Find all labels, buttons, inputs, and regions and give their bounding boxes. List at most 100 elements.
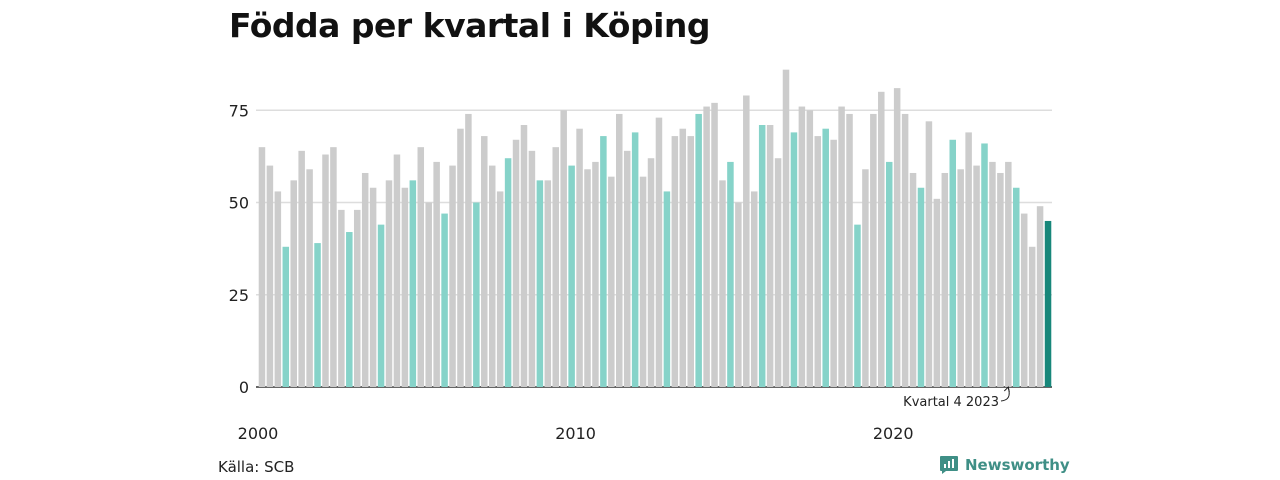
bar [941,172,949,387]
bar [552,147,559,387]
x-tick-label: 2020 [873,424,914,443]
bar [536,180,544,387]
bar [647,158,655,387]
bar [274,191,282,387]
bar [774,158,782,387]
y-tick-label: 25 [229,286,249,305]
bar [997,172,1004,387]
bar [258,147,266,387]
bar [417,147,425,387]
bar [441,213,448,387]
bar [885,161,893,387]
brand-logo[interactable]: Newsworthy [939,455,1070,475]
bar [385,180,393,387]
bar [425,202,432,387]
bar [298,150,305,387]
bar [361,172,369,387]
bar [830,139,837,387]
bar [266,165,274,387]
bar [449,165,456,387]
y-tick-labels: 0 25 50 75 [229,101,249,397]
bar [1044,220,1052,387]
newsworthy-logo-icon [940,456,958,474]
bar [369,187,377,387]
bar [743,95,750,388]
bar [782,69,790,387]
bar [933,198,941,387]
bar [322,154,329,387]
y-tick-label: 0 [239,378,249,397]
bar [314,243,321,387]
y-tick-label: 50 [229,194,249,213]
bar [616,113,623,387]
bar [727,161,734,387]
brand-name: Newsworthy [965,456,1070,474]
chart-title: Födda per kvartal i Köping [229,6,711,45]
bar [290,180,297,387]
annotation: Kvartal 4 2023 [903,385,1010,410]
annotation-arrowhead [1003,385,1010,393]
x-tick-label: 2000 [238,424,279,443]
bar [600,136,607,387]
bar [981,143,988,387]
bar [679,128,687,387]
bar [631,132,639,387]
bar [949,139,956,387]
x-tick-labels: 2000 2010 2020 [238,424,914,443]
bar [330,147,337,387]
bar [457,128,464,387]
bar [838,106,845,387]
bar [989,161,996,387]
annotation-label: Kvartal 4 2023 [903,395,999,410]
bar [393,154,401,387]
bar [846,113,853,387]
bar [338,209,345,387]
bar [854,224,861,387]
bar [814,136,822,387]
bar [663,191,671,387]
bar-chart: 0 25 50 75 2000 2010 2020 Kvartal 4 2023 [229,69,1052,443]
bar [957,169,964,387]
bar [282,246,290,387]
bar [878,91,885,388]
bar [568,165,575,387]
bar [623,150,631,387]
bar [584,169,591,387]
bar [901,113,909,387]
bar [401,187,409,387]
bar [719,180,726,387]
bar [695,113,702,387]
bar [766,125,774,387]
bar [306,169,313,387]
bar [917,187,925,387]
bar [488,165,496,387]
bar [806,110,814,387]
bar [512,139,520,387]
bar [1020,213,1028,387]
bar [592,161,599,387]
bar [608,176,615,387]
bar [520,125,528,387]
bar [504,158,512,387]
bar [1028,246,1036,387]
bar [528,150,536,387]
bar [1005,161,1012,387]
bar [925,121,933,387]
bar [496,191,504,387]
bar [893,88,901,388]
bar [965,132,972,387]
bar [671,136,679,387]
bar [639,176,647,387]
bar [735,202,742,387]
bar [703,106,710,387]
bar [798,106,806,387]
bar [758,125,766,387]
bar [1036,206,1044,387]
bar [973,165,980,387]
bar [377,224,385,387]
bar [909,172,917,387]
bar [544,180,552,387]
bar [711,102,718,388]
bar [687,136,694,387]
bar [346,232,353,387]
